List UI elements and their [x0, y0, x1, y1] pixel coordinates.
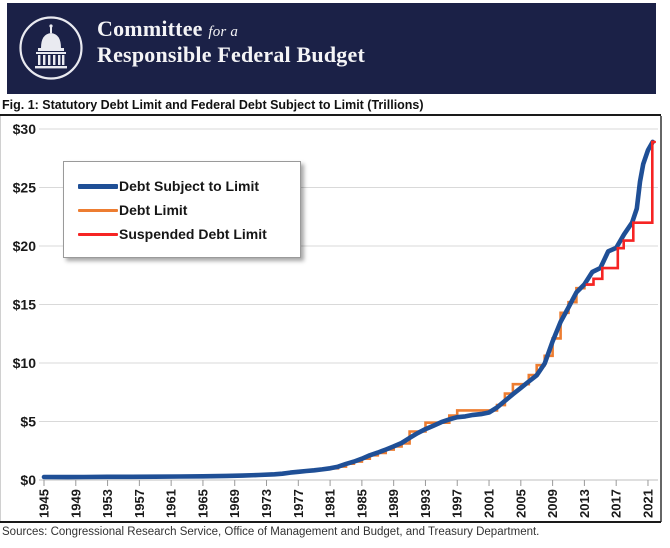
capitol-dome-icon: [35, 24, 67, 69]
figure-title: Fig. 1: Statutory Debt Limit and Federal…: [2, 98, 424, 112]
x-tick-label: 2013: [577, 489, 592, 518]
y-tick-label: $0: [20, 472, 36, 488]
y-tick-label: $10: [13, 355, 37, 371]
x-tick-label: 1945: [37, 489, 52, 518]
bottom-rule: [0, 521, 661, 523]
x-tick-label: 1973: [259, 489, 274, 518]
brand-text: Committee for a Responsible Federal Budg…: [97, 16, 365, 68]
legend-swatch: [78, 232, 118, 236]
x-tick-label: 1981: [323, 489, 338, 518]
series-suspended-debt-limit: [585, 140, 657, 286]
y-tick-label: $30: [13, 121, 37, 137]
series-debt-subject-to-limit: [41, 139, 656, 480]
x-tick-label: 1965: [195, 489, 210, 518]
x-tick-label: 1997: [450, 489, 465, 518]
x-tick-label: 1989: [386, 489, 401, 518]
legend-swatch: [78, 183, 118, 189]
brand-line1: Committee for a: [97, 16, 365, 42]
brand-line2: Responsible Federal Budget: [97, 41, 365, 67]
x-tick-label: 2017: [609, 489, 624, 518]
y-tick-label: $5: [20, 414, 36, 430]
chart-legend: Debt Subject to Limit Debt Limit Suspended…: [63, 161, 301, 258]
y-tick-label: $20: [13, 238, 37, 254]
x-tick-label: 1961: [164, 489, 179, 518]
series-debt-limit: [42, 283, 593, 479]
y-tick-label: $15: [13, 297, 37, 313]
chart-area: 1945 1949 1953 1957 1961 1965 1969 1973 1977 1981…: [0, 116, 662, 522]
brand-committee: Committee: [97, 16, 203, 41]
x-tick-label: 2005: [513, 489, 528, 518]
x-tick-label: 2001: [482, 489, 497, 518]
x-tick-label: 1949: [68, 489, 83, 518]
capitol-logo-icon: [19, 16, 83, 80]
legend-item: Suspended Debt Limit: [78, 223, 288, 245]
legend-swatch: [78, 208, 118, 212]
x-tick-label: 1957: [132, 489, 147, 518]
x-tick-label: 1985: [354, 489, 369, 518]
source-note: Sources: Congressional Research Service,…: [2, 526, 540, 538]
legend-label: Suspended Debt Limit: [119, 226, 267, 242]
x-tick-label: 2021: [640, 489, 655, 518]
brand-for-a: for a: [208, 24, 239, 40]
legend-label: Debt Limit: [119, 202, 188, 218]
x-tick-label: 1969: [227, 489, 242, 518]
y-tick-label: $25: [13, 180, 37, 196]
x-tick-label: 1993: [418, 489, 433, 518]
legend-label: Debt Subject to Limit: [119, 178, 259, 194]
legend-item: Debt Subject to Limit: [78, 175, 288, 197]
title-underline: [0, 114, 661, 116]
x-tick-label: 1953: [100, 489, 115, 518]
x-tick-label: 1977: [291, 489, 306, 518]
x-tick-label: 2009: [545, 489, 560, 518]
brand-banner: Committee for a Responsible Federal Budg…: [7, 3, 656, 94]
legend-item: Debt Limit: [78, 199, 288, 221]
chart-svg: 1945 1949 1953 1957 1961 1965 1969 1973 1977 1981…: [13, 121, 658, 518]
